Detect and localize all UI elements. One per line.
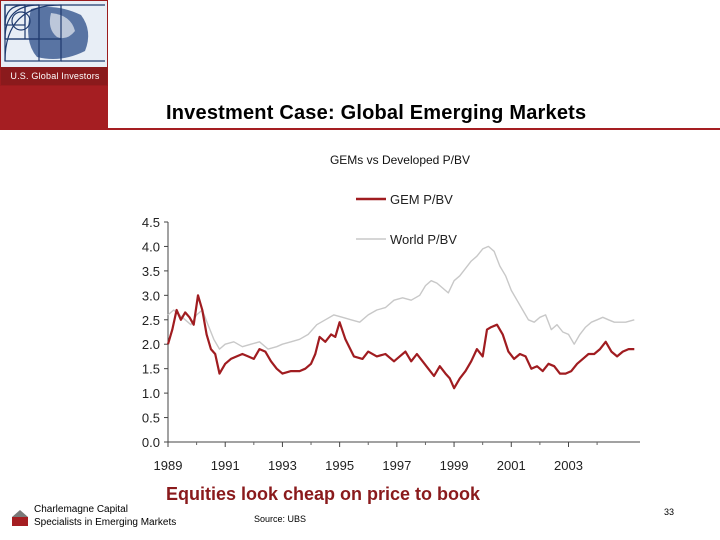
legend-label-gem: GEM P/BV <box>390 192 453 207</box>
title-divider <box>108 128 720 130</box>
x-tick-label: 1999 <box>440 458 469 473</box>
y-tick-label: 4.5 <box>142 215 160 230</box>
legend-label-world: World P/BV <box>390 232 457 247</box>
globe-grid-icon <box>1 1 107 69</box>
footer-brand: Charlemagne Capital Specialists in Emerg… <box>34 503 176 529</box>
accent-bar <box>0 86 108 130</box>
chart-title: GEMs vs Developed P/BV <box>329 153 471 167</box>
footer-brand-name: Charlemagne Capital <box>34 504 128 515</box>
y-tick-label: 0.0 <box>142 435 160 450</box>
y-tick-label: 2.0 <box>142 337 160 352</box>
x-tick-label: 2001 <box>497 458 526 473</box>
headline-text: Equities look cheap on price to book <box>166 484 481 504</box>
gem-pbv-line <box>166 294 635 390</box>
pb-ratio-line-chart: 0.0 0.5 1.0 1.5 2.0 2.5 3.0 3.5 4.0 4.5 1989 1991 19… <box>142 192 640 473</box>
y-tick-label: 1.0 <box>142 386 160 401</box>
company-logo: U.S. Global Investors <box>0 0 108 86</box>
y-tick-label: 3.0 <box>142 288 160 303</box>
x-tick-label: 1997 <box>382 458 411 473</box>
y-tick-label: 1.5 <box>142 362 160 377</box>
y-tick-label: 4.0 <box>142 239 160 254</box>
source-note: Source: UBS <box>254 514 307 524</box>
footer-brand-tagline: Specialists in Emerging Markets <box>34 517 177 528</box>
y-tick-label: 2.5 <box>142 313 160 328</box>
charlemagne-logo-icon <box>12 510 28 526</box>
world-pbv-line <box>167 245 635 350</box>
x-tick-label: 1995 <box>325 458 354 473</box>
x-tick-label: 1989 <box>154 458 183 473</box>
logo-text: U.S. Global Investors <box>1 67 107 85</box>
y-tick-label: 3.5 <box>142 264 160 279</box>
x-tick-label: 1991 <box>211 458 240 473</box>
x-tick-label: 1993 <box>268 458 297 473</box>
x-tick-label: 2003 <box>554 458 583 473</box>
page-number: 33 <box>664 507 675 517</box>
y-tick-label: 0.5 <box>142 411 160 426</box>
page-title: Investment Case: Global Emerging Markets <box>166 102 587 124</box>
